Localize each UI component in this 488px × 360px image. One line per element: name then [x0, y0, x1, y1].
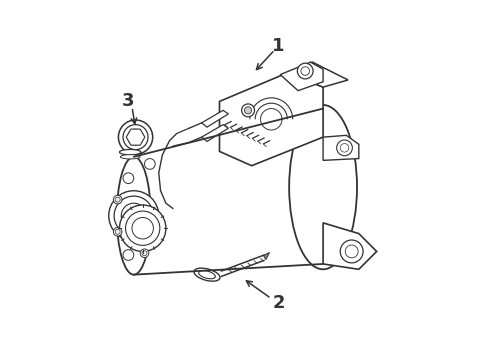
- Polygon shape: [323, 135, 358, 160]
- Circle shape: [113, 195, 122, 204]
- Ellipse shape: [120, 155, 140, 159]
- Circle shape: [340, 240, 363, 263]
- Circle shape: [345, 245, 357, 258]
- Circle shape: [108, 191, 159, 241]
- Polygon shape: [280, 62, 323, 91]
- Text: 3: 3: [122, 93, 134, 111]
- Circle shape: [140, 249, 148, 257]
- Circle shape: [142, 251, 147, 256]
- Circle shape: [114, 196, 153, 235]
- Polygon shape: [201, 125, 228, 141]
- Circle shape: [132, 217, 153, 239]
- Text: 1: 1: [272, 37, 284, 55]
- Polygon shape: [263, 252, 269, 260]
- Ellipse shape: [194, 268, 220, 281]
- Circle shape: [297, 63, 312, 79]
- Circle shape: [119, 205, 165, 251]
- Circle shape: [300, 67, 309, 75]
- Circle shape: [115, 229, 120, 234]
- Ellipse shape: [198, 271, 215, 279]
- Circle shape: [123, 249, 134, 260]
- Ellipse shape: [119, 149, 141, 155]
- Circle shape: [131, 133, 140, 141]
- Polygon shape: [219, 73, 323, 166]
- Circle shape: [123, 125, 148, 150]
- Ellipse shape: [117, 157, 150, 275]
- Circle shape: [340, 144, 348, 152]
- Circle shape: [118, 120, 152, 154]
- Polygon shape: [323, 223, 376, 269]
- Circle shape: [127, 129, 143, 145]
- Circle shape: [144, 158, 155, 169]
- Circle shape: [244, 107, 251, 114]
- Circle shape: [241, 104, 254, 117]
- Polygon shape: [287, 62, 347, 87]
- Circle shape: [125, 211, 160, 246]
- Ellipse shape: [288, 105, 356, 269]
- Polygon shape: [126, 129, 144, 145]
- Text: 2: 2: [272, 294, 284, 312]
- Circle shape: [123, 173, 134, 184]
- Circle shape: [121, 203, 146, 228]
- Circle shape: [113, 228, 122, 236]
- Polygon shape: [201, 111, 228, 127]
- Circle shape: [115, 197, 120, 202]
- Circle shape: [336, 140, 352, 156]
